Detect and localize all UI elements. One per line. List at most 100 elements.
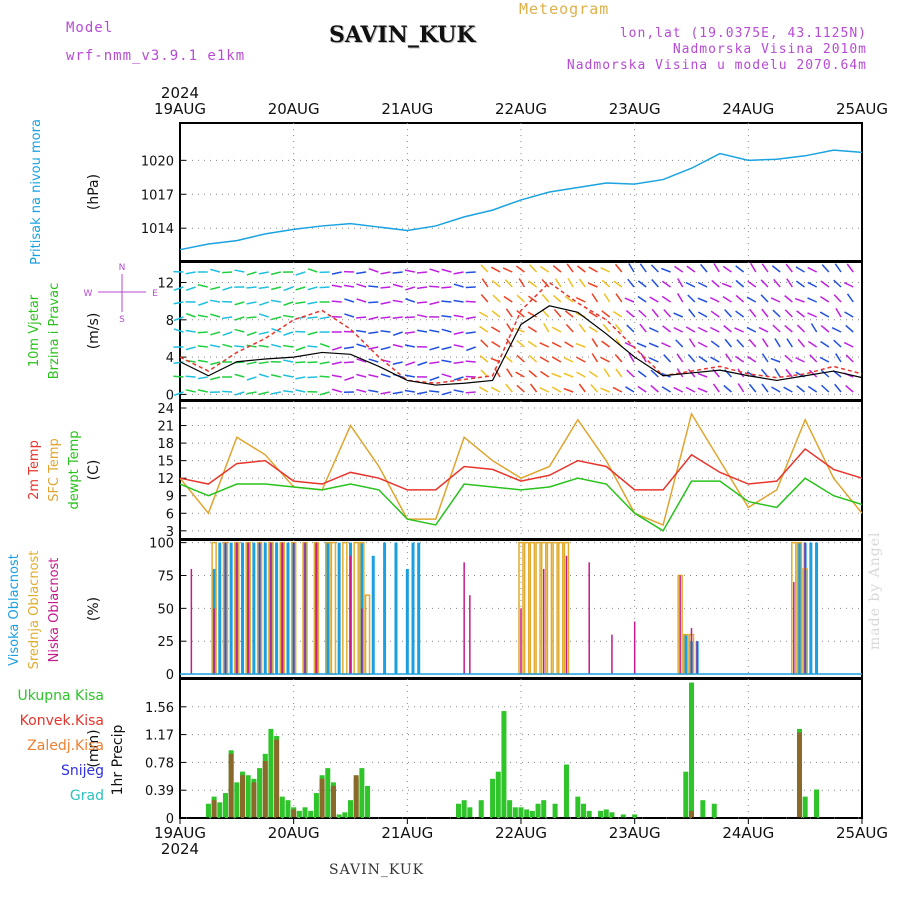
wind-barb bbox=[258, 313, 269, 318]
wind-barb bbox=[615, 293, 623, 303]
wind-barb bbox=[380, 330, 391, 333]
wind-barb bbox=[343, 346, 355, 350]
wind-barb bbox=[541, 279, 550, 288]
wind-barb bbox=[258, 391, 269, 396]
wind-barb bbox=[786, 278, 793, 288]
wind-barb bbox=[516, 294, 525, 303]
wind-barb bbox=[479, 355, 489, 363]
wind-barb bbox=[687, 353, 696, 363]
wind-barb bbox=[784, 324, 793, 333]
wind-barb bbox=[209, 344, 221, 348]
wind-barb bbox=[405, 361, 416, 367]
wind-barb bbox=[626, 324, 635, 333]
precip-total-bar bbox=[313, 793, 319, 818]
wind-barb bbox=[441, 328, 452, 333]
wind-barb bbox=[735, 294, 745, 303]
wind-barb bbox=[700, 263, 708, 273]
wind-barb bbox=[613, 310, 623, 318]
wind-barb bbox=[392, 391, 403, 395]
wind-barb bbox=[356, 271, 367, 275]
model-name: wrf-nmm_v3.9.1 e1km bbox=[66, 48, 246, 64]
low-cloud-bars bbox=[190, 542, 806, 675]
high-cloud-bar bbox=[263, 542, 267, 675]
wind-barb bbox=[712, 383, 720, 393]
wind-barb bbox=[697, 281, 708, 288]
wind-barb bbox=[368, 358, 379, 363]
wind-barb bbox=[222, 343, 233, 348]
wind-barb bbox=[441, 315, 452, 318]
clouds-ytick-label: 25 bbox=[157, 635, 174, 650]
precip-conv-bar bbox=[262, 760, 268, 818]
precip-total-bar bbox=[302, 807, 308, 818]
wind-barb bbox=[563, 372, 574, 378]
wind-barb bbox=[601, 279, 611, 288]
mid-cloud-bar bbox=[535, 541, 541, 675]
wind-barb bbox=[173, 301, 184, 305]
x-tick-label-top: 24AUG bbox=[722, 100, 774, 118]
wind-barb bbox=[283, 286, 294, 292]
high-cloud-bar bbox=[326, 542, 330, 675]
wind-barb bbox=[185, 375, 196, 378]
wind-barb bbox=[307, 361, 318, 364]
wind-barb bbox=[795, 266, 805, 273]
wind-barb bbox=[761, 338, 769, 348]
wind-barb bbox=[673, 386, 684, 393]
wind-barb bbox=[197, 376, 208, 380]
wind-barb bbox=[591, 338, 599, 348]
wind-barb bbox=[491, 310, 501, 318]
wind-barb bbox=[770, 297, 781, 303]
wind-barb bbox=[479, 325, 489, 333]
wind-barb bbox=[843, 341, 854, 348]
wind-barb bbox=[724, 338, 733, 348]
mid-cloud-bar bbox=[342, 541, 348, 675]
wind-barb bbox=[380, 301, 391, 305]
wind-barb bbox=[564, 341, 574, 348]
cloud-axis-label-0: Visoka Oblacnost bbox=[7, 554, 22, 666]
wind-barb bbox=[173, 375, 184, 378]
wind-barb bbox=[429, 301, 440, 306]
wind-barb bbox=[673, 312, 684, 318]
wind-barb bbox=[660, 267, 671, 273]
x-tick-label-top: 21AUG bbox=[381, 100, 433, 118]
wind-barb bbox=[516, 310, 525, 318]
precip-total-bar bbox=[529, 810, 535, 818]
wind-barb bbox=[710, 340, 720, 348]
x-tick-label-top: 25AUG bbox=[836, 100, 888, 118]
wind-barb bbox=[283, 301, 294, 306]
wind-barb bbox=[588, 266, 598, 273]
low-cloud-bar bbox=[281, 542, 284, 675]
wind-barb bbox=[246, 271, 257, 276]
x-tick-label-bottom: 21AUG bbox=[381, 824, 433, 842]
wind-barb bbox=[833, 339, 842, 348]
wind-barb bbox=[319, 342, 330, 348]
wind-barb bbox=[344, 313, 355, 318]
wind-barb bbox=[661, 386, 671, 393]
wind-barb bbox=[551, 386, 562, 393]
wind-barb bbox=[441, 346, 452, 351]
precip-total-bar bbox=[632, 814, 638, 818]
product-title: Meteogram bbox=[519, 0, 610, 18]
wind-barb bbox=[563, 356, 574, 363]
wind-barb bbox=[565, 324, 574, 333]
clouds-panel: 0 25 50 75 100 (%) bbox=[86, 537, 863, 683]
precip-total-bar bbox=[552, 803, 558, 818]
wind-barb bbox=[504, 355, 513, 363]
wind-barb bbox=[210, 268, 221, 273]
precip-total-bar bbox=[222, 793, 228, 818]
elevation-label: Nadmorska Visina 2010m bbox=[672, 42, 867, 57]
wind-barb bbox=[506, 368, 513, 378]
wind-barb bbox=[626, 369, 635, 378]
wind-barb bbox=[441, 391, 452, 396]
wind-barb bbox=[591, 353, 599, 363]
wind-barb bbox=[820, 369, 830, 378]
wind-barb bbox=[491, 341, 501, 348]
high-cloud-bar bbox=[405, 568, 409, 675]
precip-total-bar bbox=[563, 764, 569, 818]
wind-barb bbox=[615, 368, 623, 378]
wind-barb bbox=[808, 369, 818, 378]
wind-barb bbox=[638, 309, 647, 318]
wind-barb bbox=[429, 285, 440, 288]
wind-barb bbox=[639, 263, 647, 273]
wind-barb bbox=[246, 331, 257, 337]
wind-barb bbox=[734, 355, 745, 363]
